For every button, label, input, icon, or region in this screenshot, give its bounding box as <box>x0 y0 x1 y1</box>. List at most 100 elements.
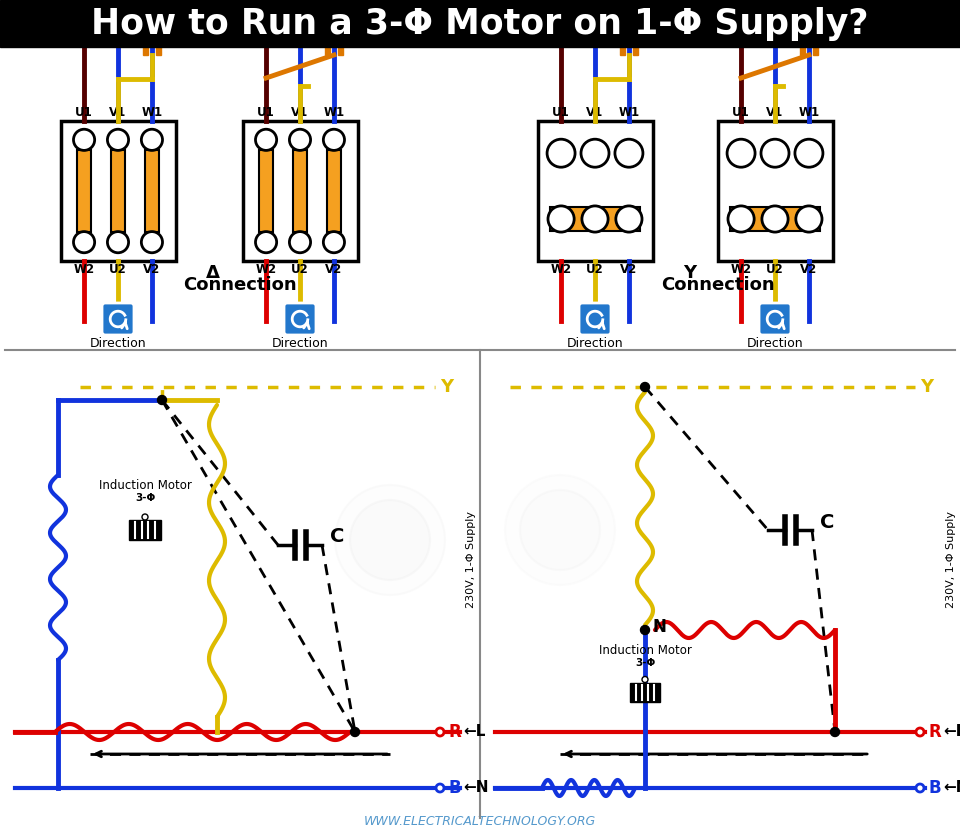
Circle shape <box>762 206 788 232</box>
Circle shape <box>108 129 129 150</box>
Text: U1: U1 <box>552 106 570 119</box>
Circle shape <box>581 139 609 167</box>
Text: V1: V1 <box>766 106 783 119</box>
Circle shape <box>255 232 276 253</box>
Bar <box>630 682 660 701</box>
Circle shape <box>615 206 642 232</box>
Text: V2: V2 <box>620 263 637 276</box>
Circle shape <box>157 396 166 405</box>
Circle shape <box>335 485 445 595</box>
Text: ←L: ←L <box>943 724 960 739</box>
Text: Direction: Direction <box>272 337 328 350</box>
FancyBboxPatch shape <box>579 303 611 335</box>
Circle shape <box>642 676 648 682</box>
Bar <box>78 150 90 232</box>
Text: L: L <box>260 6 270 21</box>
Text: U2: U2 <box>291 263 309 276</box>
Text: W1: W1 <box>324 106 345 119</box>
Circle shape <box>141 232 162 253</box>
Text: V1: V1 <box>587 106 604 119</box>
Circle shape <box>548 206 574 232</box>
Text: V2: V2 <box>801 263 818 276</box>
Circle shape <box>289 232 311 253</box>
Text: Connection: Connection <box>183 276 297 294</box>
Text: U1: U1 <box>75 106 93 119</box>
Circle shape <box>505 475 615 585</box>
Bar <box>143 40 148 55</box>
Circle shape <box>728 206 755 232</box>
Circle shape <box>761 139 789 167</box>
Circle shape <box>916 784 924 792</box>
Circle shape <box>436 784 444 792</box>
Circle shape <box>727 139 756 167</box>
Text: U1: U1 <box>257 106 275 119</box>
FancyBboxPatch shape <box>759 303 791 335</box>
Bar <box>538 121 653 261</box>
Text: Direction: Direction <box>566 337 623 350</box>
Text: N: N <box>589 6 602 21</box>
Circle shape <box>142 514 148 520</box>
Text: W2: W2 <box>255 263 276 276</box>
Circle shape <box>795 139 823 167</box>
Text: 3-Φ: 3-Φ <box>134 493 156 503</box>
Text: W1: W1 <box>799 106 820 119</box>
Circle shape <box>520 490 600 570</box>
Text: V2: V2 <box>143 263 160 276</box>
Text: N: N <box>112 6 126 21</box>
Text: Y: Y <box>684 264 697 282</box>
Text: N: N <box>770 6 782 21</box>
Bar <box>620 40 625 55</box>
Circle shape <box>640 382 650 391</box>
Bar <box>243 121 357 261</box>
Bar <box>633 40 638 55</box>
Text: W2: W2 <box>74 263 95 276</box>
Text: Connection: Connection <box>661 276 775 294</box>
Text: V1: V1 <box>109 106 127 119</box>
Text: N: N <box>653 618 667 636</box>
Circle shape <box>74 129 95 150</box>
Bar <box>731 207 820 231</box>
Bar <box>550 207 640 231</box>
Circle shape <box>74 232 95 253</box>
Text: L: L <box>555 6 564 21</box>
Circle shape <box>547 139 575 167</box>
Text: W1: W1 <box>141 106 162 119</box>
Bar <box>800 40 804 55</box>
Text: C: C <box>332 6 344 21</box>
Circle shape <box>582 206 608 232</box>
Text: 230V, 1-Φ Supply: 230V, 1-Φ Supply <box>466 512 476 608</box>
Circle shape <box>916 728 924 736</box>
Circle shape <box>141 129 162 150</box>
Text: Direction: Direction <box>747 337 804 350</box>
Text: R: R <box>928 723 941 741</box>
Bar <box>60 121 176 261</box>
Bar <box>324 40 330 55</box>
Text: W1: W1 <box>618 106 639 119</box>
FancyBboxPatch shape <box>284 303 316 335</box>
Text: Induction Motor: Induction Motor <box>99 479 191 492</box>
Text: V2: V2 <box>325 263 343 276</box>
Bar <box>111 150 125 232</box>
Text: How to Run a 3-Φ Motor on 1-Φ Supply?: How to Run a 3-Φ Motor on 1-Φ Supply? <box>91 7 869 41</box>
Text: Induction Motor: Induction Motor <box>599 644 691 657</box>
Text: U2: U2 <box>766 263 784 276</box>
Text: C: C <box>807 6 819 21</box>
Text: C: C <box>628 6 638 21</box>
Bar <box>813 40 818 55</box>
Text: V1: V1 <box>292 106 308 119</box>
Circle shape <box>289 129 311 150</box>
Text: L: L <box>735 6 745 21</box>
Bar <box>0 0 960 47</box>
Bar <box>129 520 161 540</box>
Bar <box>145 150 158 232</box>
Text: WWW.ELECTRICALTECHNOLOGY.ORG: WWW.ELECTRICALTECHNOLOGY.ORG <box>364 815 596 828</box>
Bar <box>156 40 161 55</box>
Text: 3-Φ: 3-Φ <box>635 658 655 668</box>
Circle shape <box>350 727 359 737</box>
Text: Direction: Direction <box>89 337 146 350</box>
Circle shape <box>350 500 430 580</box>
Text: Y: Y <box>920 378 933 396</box>
Text: L: L <box>79 6 88 21</box>
Bar <box>259 150 273 232</box>
Text: 230V, 1-Φ Supply: 230V, 1-Φ Supply <box>946 512 956 608</box>
